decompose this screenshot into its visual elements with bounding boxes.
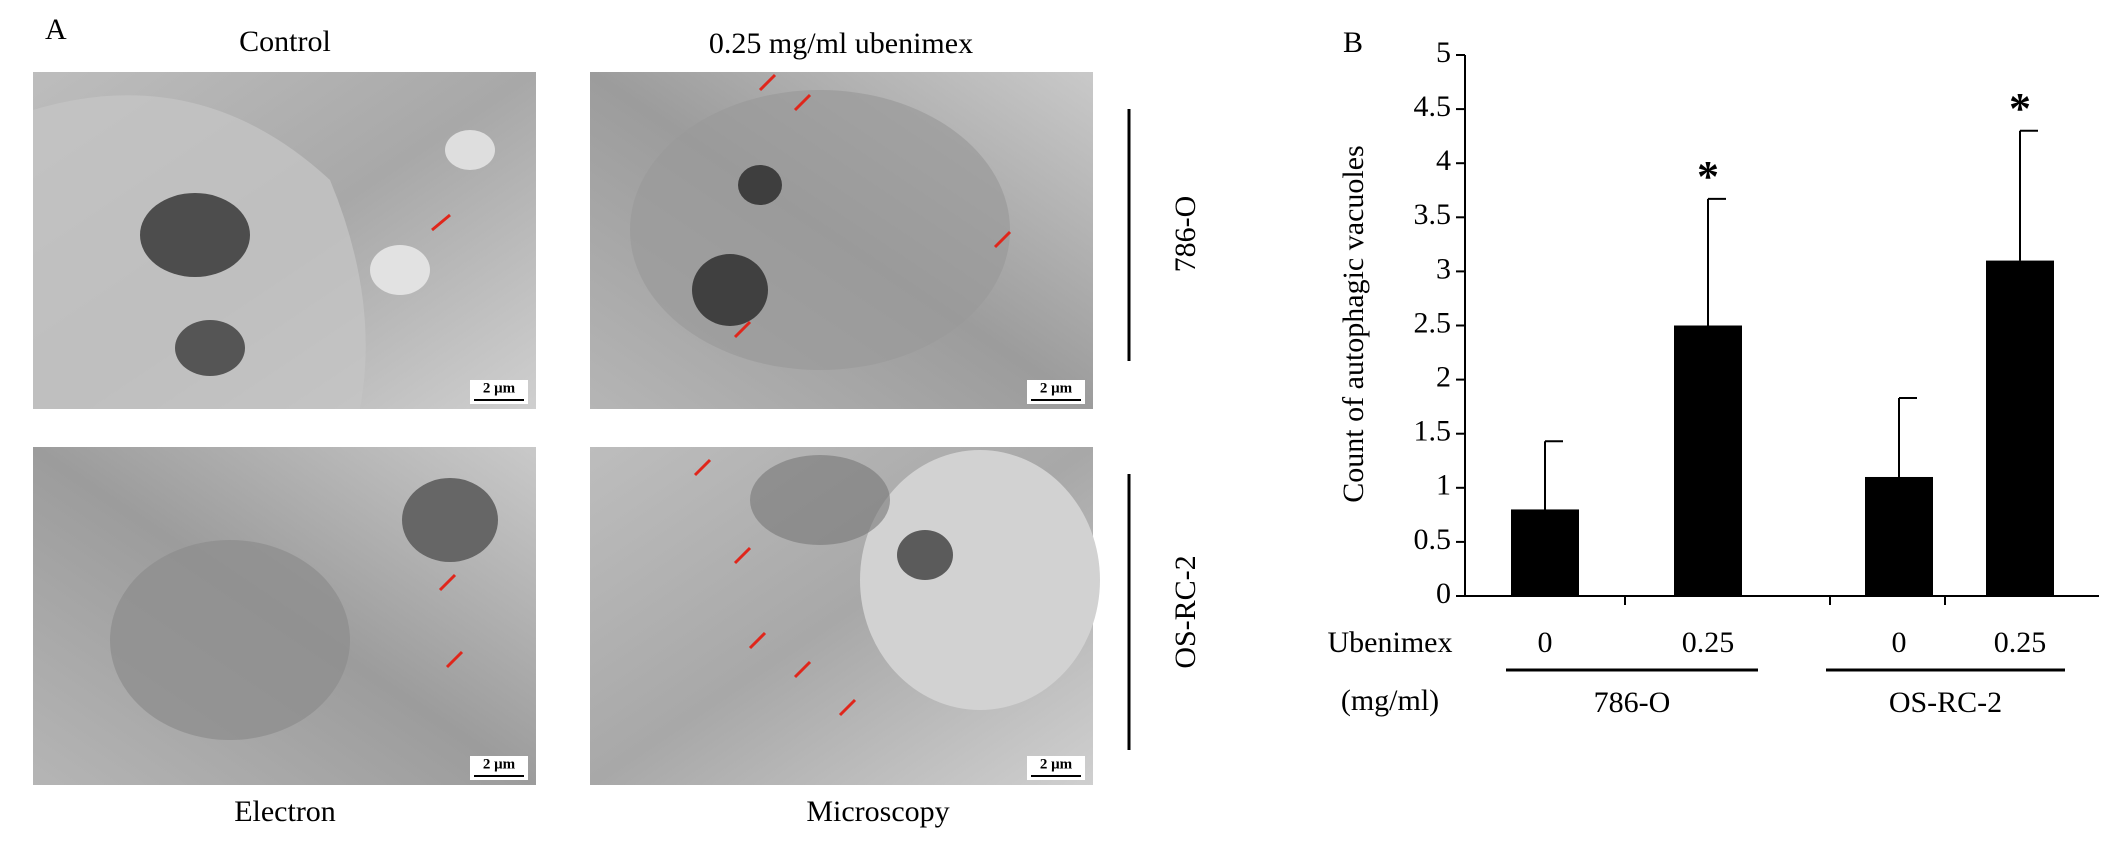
- em-image: [590, 72, 1093, 409]
- y-tick-label: 2: [1436, 360, 1451, 393]
- error-bar: [1898, 396, 1917, 477]
- bar: [1674, 325, 1742, 596]
- scale-bar-label: 2 μm: [483, 756, 516, 772]
- y-tick-label: 3: [1436, 252, 1451, 285]
- error-bar: [2019, 129, 2038, 261]
- bottom-label: Microscopy: [806, 795, 949, 828]
- column-title: 0.25 mg/ml ubenimex: [709, 27, 973, 60]
- em-image: [33, 72, 536, 409]
- y-tick-label: 0: [1436, 577, 1451, 610]
- y-tick-label: 4: [1436, 144, 1451, 177]
- y-tick-label: 3.5: [1414, 198, 1452, 231]
- significance-mark: *: [2009, 84, 2031, 133]
- x-label-line: Ubenimex: [1328, 626, 1453, 659]
- scale-bar-label: 2 μm: [1040, 756, 1073, 772]
- error-bar: [1544, 440, 1563, 510]
- bar: [1986, 260, 2054, 596]
- y-tick-label: 1.5: [1414, 415, 1452, 448]
- bar: [1865, 476, 1933, 596]
- error-bar: [1707, 197, 1726, 326]
- column-title: Control: [239, 25, 331, 58]
- em-image: [590, 447, 1100, 785]
- arrows: [431, 73, 1012, 717]
- y-tick-label: 4.5: [1414, 90, 1452, 123]
- scale-bars: 2 μm 2 μm 2 μm 2 μm: [470, 380, 1085, 780]
- significance-mark: *: [1697, 152, 1719, 201]
- row-label: OS-RC-2: [1169, 555, 1202, 668]
- bar: [1511, 509, 1579, 596]
- scale-bar-label: 2 μm: [483, 380, 516, 396]
- y-tick-label: 0.5: [1414, 523, 1452, 556]
- y-axis-title: Count of autophagic vacuoles: [1337, 145, 1370, 502]
- x-tick-label: 0.25: [1994, 626, 2047, 659]
- row-label: 786-O: [1169, 196, 1202, 273]
- y-tick-label: 5: [1436, 36, 1451, 69]
- x-tick-label: 0: [1892, 626, 1907, 659]
- y-tick-label: 2.5: [1414, 306, 1452, 339]
- x-label-line: (mg/ml): [1341, 684, 1439, 717]
- x-tick-label: 0: [1538, 626, 1553, 659]
- bottom-label: Electron: [234, 795, 336, 828]
- scale-bar-label: 2 μm: [1040, 380, 1073, 396]
- panel-label: A: [45, 13, 67, 46]
- y-tick-label: 1: [1436, 469, 1451, 502]
- x-tick-label: 0.25: [1682, 626, 1735, 659]
- group-label: OS-RC-2: [1889, 686, 2002, 719]
- group-label: 786-O: [1594, 686, 1671, 719]
- panel-label: B: [1343, 26, 1363, 59]
- em-image: [33, 447, 536, 785]
